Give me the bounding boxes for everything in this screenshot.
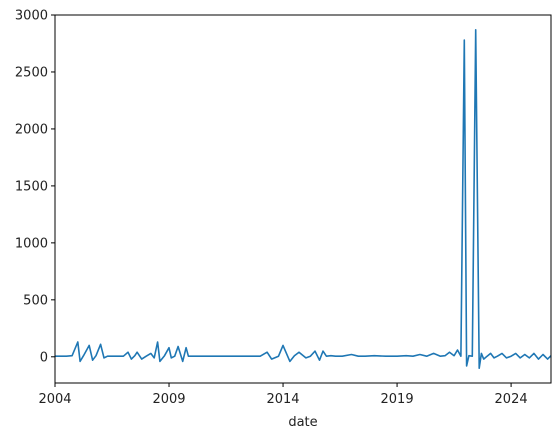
y-tick-label: 500 xyxy=(23,293,48,308)
x-axis: 2004 2009 2014 2019 2024 xyxy=(38,383,528,407)
x-tick-label: 2024 xyxy=(495,392,528,407)
x-tick-label: 2014 xyxy=(266,392,299,407)
y-tick-label: 3000 xyxy=(15,9,48,24)
plot-area xyxy=(55,28,552,370)
x-tick-label: 2019 xyxy=(381,392,414,407)
y-tick-label: 0 xyxy=(40,350,48,365)
x-tick-label: 2004 xyxy=(38,392,71,407)
x-tick-label: 2009 xyxy=(152,392,185,407)
axes-frame xyxy=(54,14,552,384)
series-line-0 xyxy=(55,28,552,370)
y-tick-label: 1500 xyxy=(15,179,48,194)
y-axis: 0 500 1000 1500 2000 2500 3000 xyxy=(15,9,55,365)
y-tick-label: 1000 xyxy=(15,236,48,251)
y-tick-label: 2000 xyxy=(15,122,48,137)
x-axis-label: date xyxy=(288,415,317,430)
y-tick-label: 2500 xyxy=(15,65,48,80)
